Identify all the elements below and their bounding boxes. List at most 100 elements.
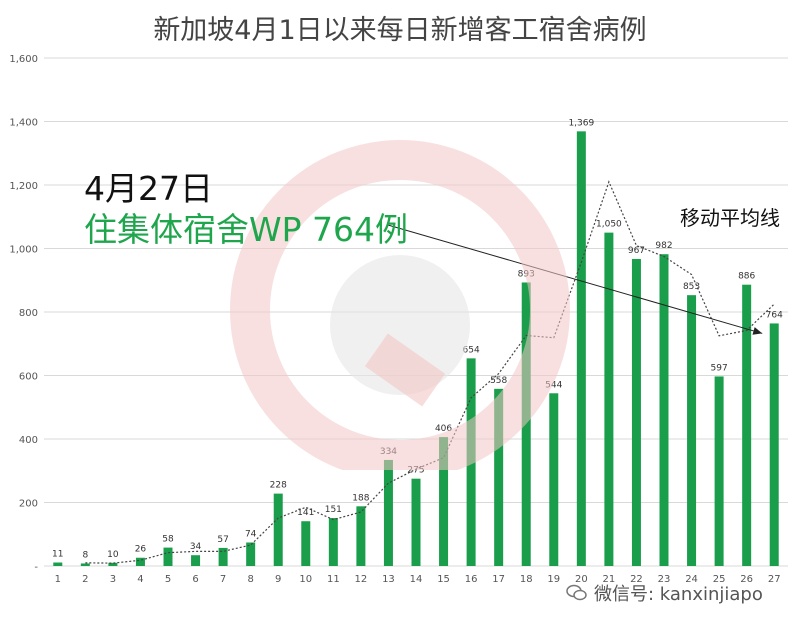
bar <box>521 282 531 566</box>
bar <box>411 478 421 566</box>
x-tick-label: 23 <box>658 574 671 585</box>
data-label: 1,369 <box>568 118 594 128</box>
x-tick-label: 10 <box>299 574 312 585</box>
data-label: 141 <box>297 508 314 518</box>
y-tick-label: 1,000 <box>9 245 38 256</box>
bar <box>494 388 504 566</box>
annotation-text: 住集体宿舍WP 764例 <box>84 210 409 249</box>
data-label: 275 <box>407 466 424 476</box>
y-tick-label: 800 <box>19 308 38 319</box>
data-label: 334 <box>380 447 397 457</box>
data-label: 886 <box>738 272 755 282</box>
y-tick-label: 600 <box>19 372 38 383</box>
bar <box>383 459 393 566</box>
x-tick-label: 3 <box>110 574 116 585</box>
data-label: 982 <box>655 241 672 251</box>
bar <box>328 518 338 566</box>
bar <box>163 547 173 566</box>
data-label: 406 <box>435 424 452 434</box>
x-tick-label: 14 <box>410 574 423 585</box>
bar <box>466 358 476 566</box>
x-tick-label: 27 <box>768 574 781 585</box>
bar <box>273 493 283 566</box>
data-label: 1,050 <box>596 220 622 230</box>
wechat-id: 微信号: kanxinjiapo <box>594 584 763 605</box>
bar <box>576 131 586 566</box>
bar <box>356 506 366 566</box>
data-label: 188 <box>352 493 369 503</box>
bar <box>80 563 90 566</box>
x-tick-label: 2 <box>82 574 88 585</box>
bar <box>191 555 201 566</box>
data-label: 74 <box>245 530 257 540</box>
y-tick-label: 400 <box>19 435 38 446</box>
x-tick-label: 12 <box>355 574 368 585</box>
x-tick-label: 4 <box>137 574 143 585</box>
data-label: 853 <box>683 282 700 292</box>
data-label: 764 <box>766 310 783 320</box>
x-tick-label: 16 <box>465 574 478 585</box>
bar <box>246 542 256 566</box>
bar <box>659 254 669 566</box>
x-tick-label: 5 <box>165 574 171 585</box>
y-tick-label: 1,200 <box>9 181 38 192</box>
chart-title: 新加坡4月1日以来每日新增客工宿舍病例 <box>153 15 647 46</box>
moving-average-line <box>85 180 775 564</box>
data-label: 8 <box>82 550 88 560</box>
x-tick-label: 19 <box>547 574 560 585</box>
data-label: 34 <box>190 542 202 552</box>
x-tick-label: 15 <box>437 574 450 585</box>
bar <box>439 437 449 566</box>
x-tick-label: 21 <box>603 574 616 585</box>
bar <box>769 323 779 566</box>
annotation-date: 4月27日 <box>84 169 213 208</box>
x-tick-label: 11 <box>327 574 340 585</box>
data-label: 654 <box>463 345 480 355</box>
data-label: 57 <box>217 535 228 545</box>
bar <box>218 547 228 566</box>
wechat-footer: 微信号: kanxinjiapo <box>566 580 763 606</box>
bar <box>53 562 63 566</box>
wechat-icon <box>566 584 587 601</box>
data-label: 967 <box>628 246 645 256</box>
data-label: 58 <box>162 535 174 545</box>
data-label: 10 <box>107 550 119 560</box>
data-label: 151 <box>325 505 342 515</box>
bar <box>135 557 145 566</box>
bar <box>714 376 724 566</box>
bar <box>549 393 559 566</box>
x-tick-label: 6 <box>192 574 198 585</box>
x-tick-label: 7 <box>220 574 226 585</box>
x-tick-label: 13 <box>382 574 395 585</box>
annotation-arrow <box>387 224 763 334</box>
bar <box>604 232 614 566</box>
x-tick-label: 1 <box>55 574 61 585</box>
bar <box>742 284 752 566</box>
y-tick-label: - <box>34 562 38 573</box>
x-tick-label: 20 <box>575 574 588 585</box>
x-tick-label: 26 <box>740 574 753 585</box>
x-tick-label: 17 <box>492 574 505 585</box>
moving-average-label: 移动平均线 <box>680 206 780 230</box>
data-label: 26 <box>135 545 147 555</box>
x-tick-label: 18 <box>520 574 533 585</box>
bar <box>687 295 697 566</box>
x-tick-label: 22 <box>630 574 643 585</box>
y-tick-label: 1,600 <box>9 54 38 65</box>
data-label: 11 <box>52 550 63 560</box>
x-tick-label: 8 <box>247 574 253 585</box>
data-label: 228 <box>270 481 287 491</box>
data-label: 544 <box>545 380 562 390</box>
y-tick-label: 200 <box>19 499 38 510</box>
data-label: 597 <box>711 363 728 373</box>
data-label: 558 <box>490 376 507 386</box>
x-tick-label: 9 <box>275 574 281 585</box>
annotation-arrowhead <box>752 327 763 335</box>
y-tick-label: 1,400 <box>9 118 38 129</box>
bar <box>108 562 118 566</box>
bar <box>301 521 311 566</box>
data-label: 893 <box>518 269 535 279</box>
x-tick-label: 25 <box>713 574 726 585</box>
bar <box>631 258 641 566</box>
